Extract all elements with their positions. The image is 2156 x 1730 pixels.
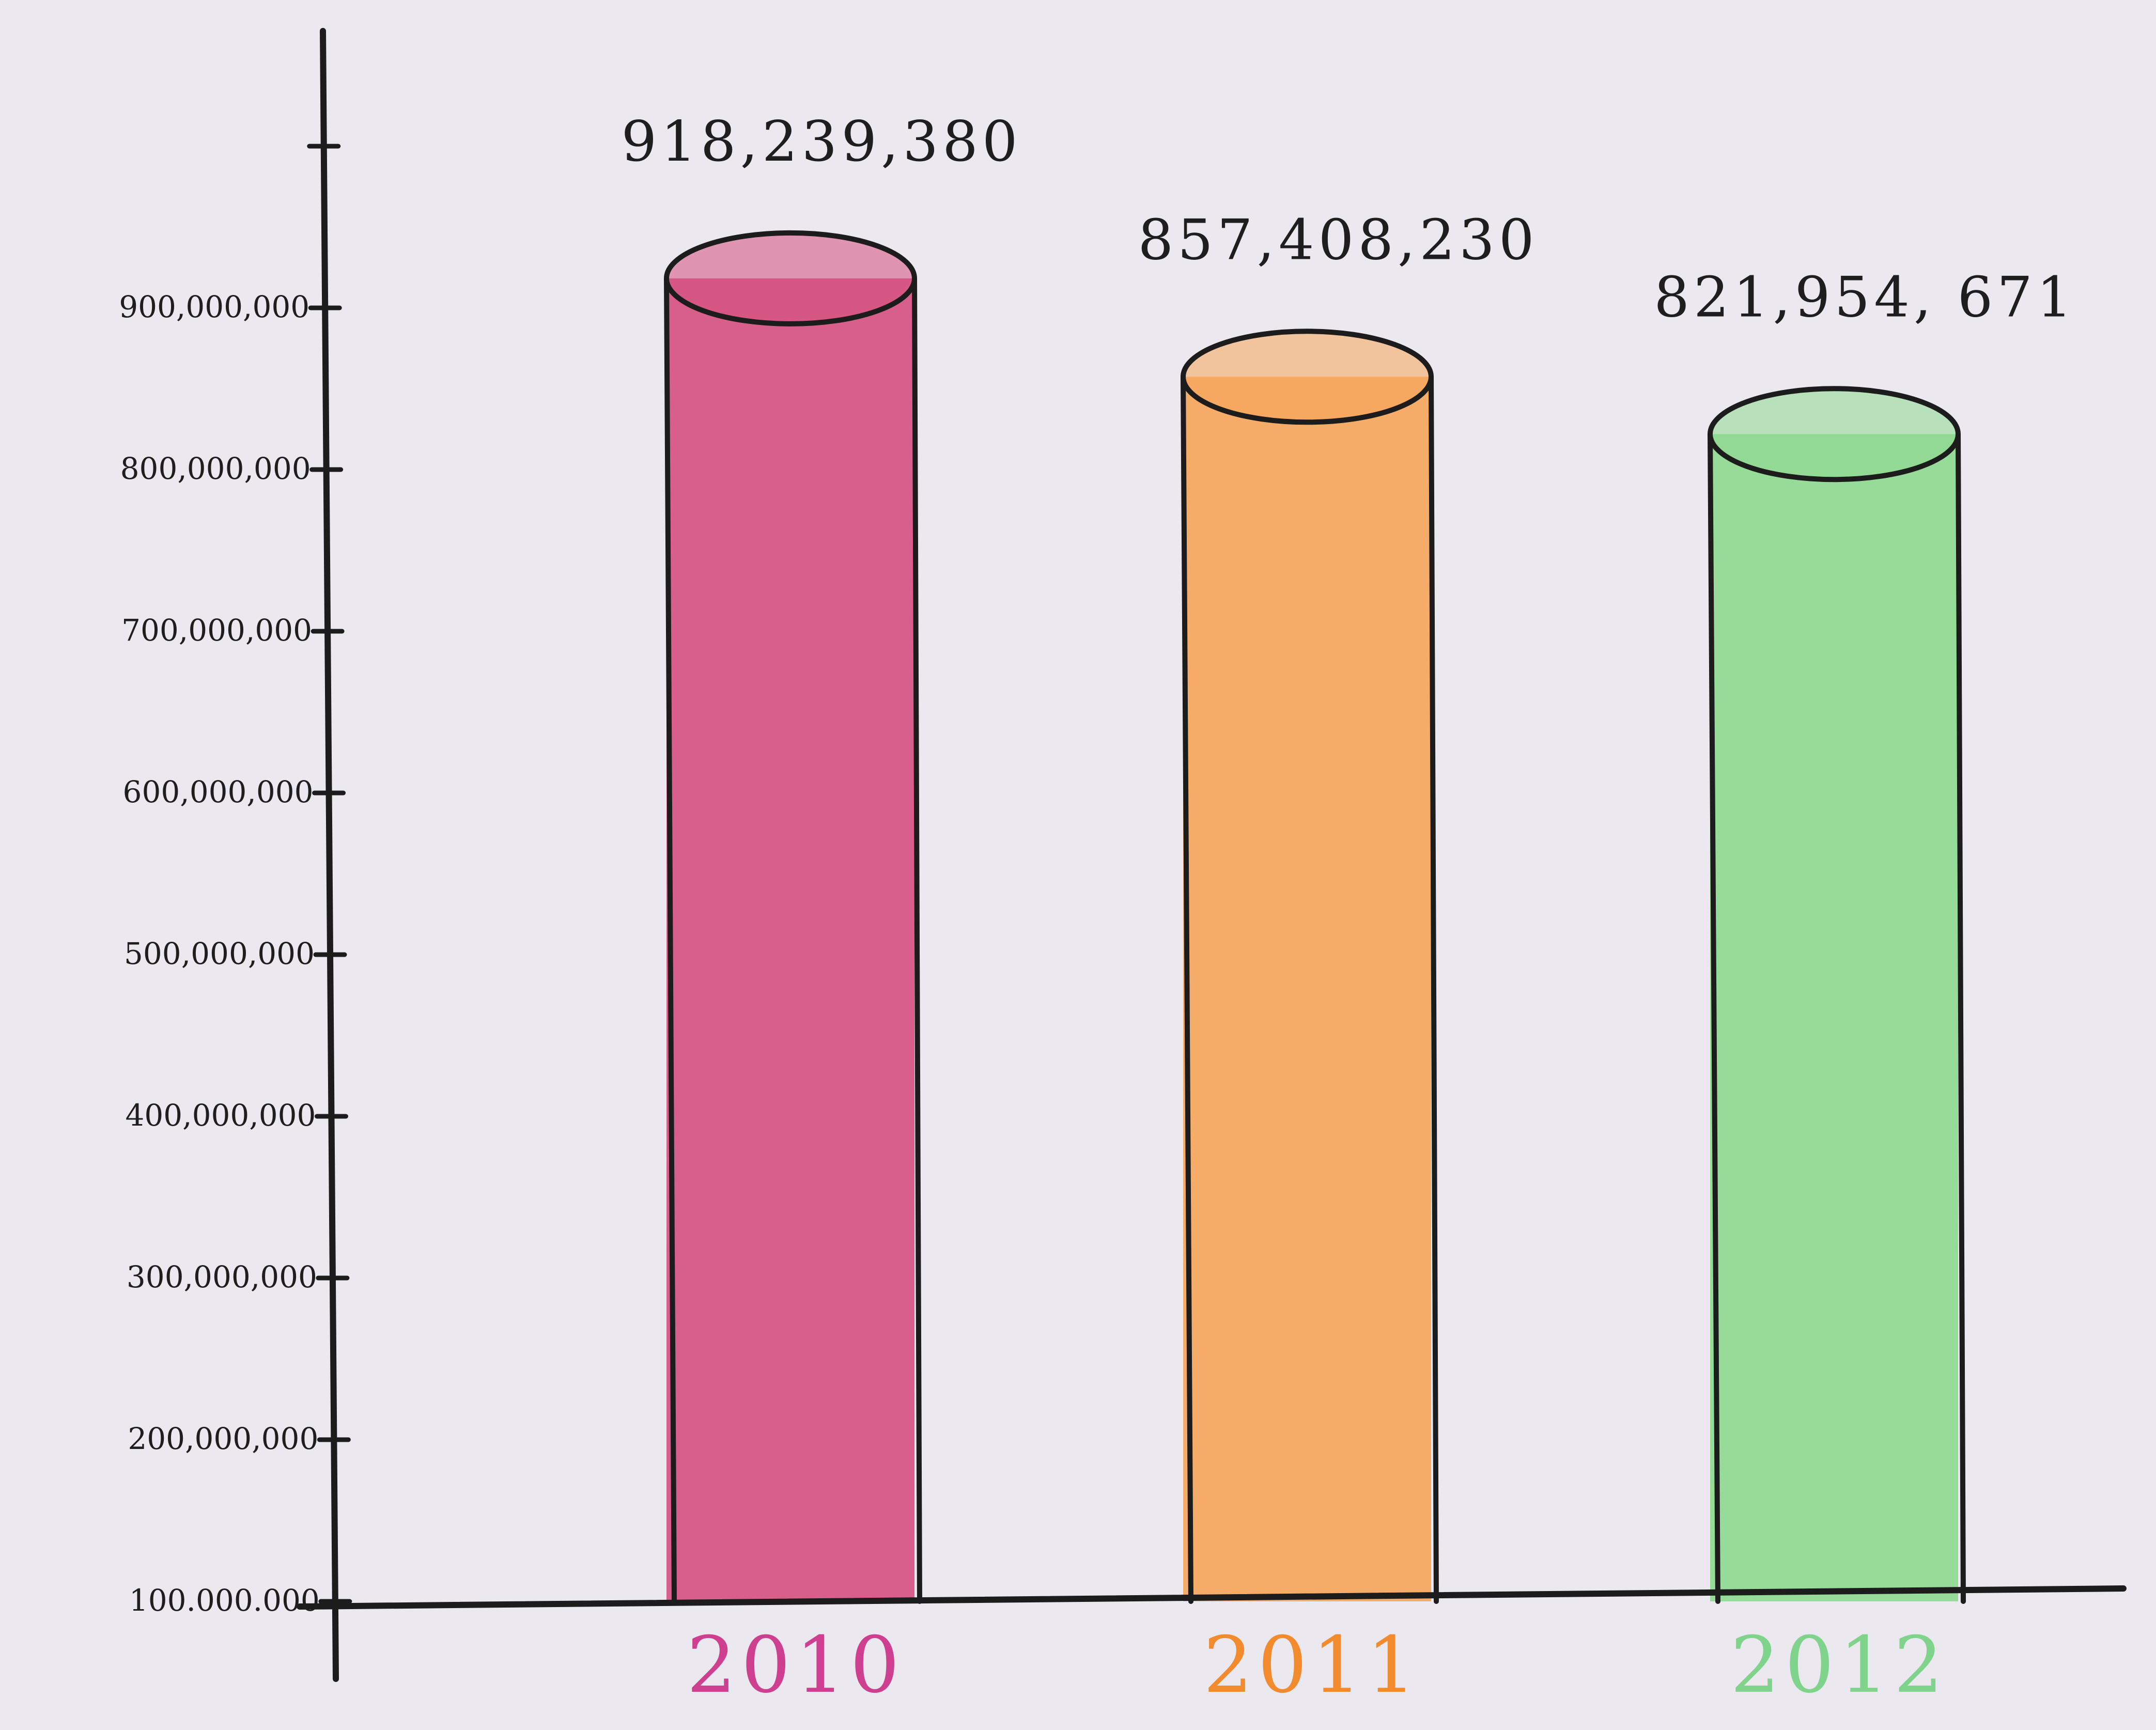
data-label: 918,239,380 <box>621 110 1021 174</box>
bar-top-ellipse <box>1181 329 1434 425</box>
bar-top-ellipse <box>664 230 917 326</box>
bar-outline-left <box>1181 374 1193 1604</box>
data-label: 857,408,230 <box>1138 208 1538 272</box>
y-axis-line <box>320 28 339 1682</box>
y-tick-label: 500,000,000 <box>124 936 315 971</box>
y-tick-label: 100.000.000 <box>129 1583 320 1618</box>
y-tick-label: 700,000,000 <box>121 613 312 648</box>
bar-outline-left <box>664 275 677 1604</box>
y-tick-label: 900,000,000 <box>119 289 309 324</box>
bar-outline-right <box>912 275 922 1604</box>
bar-outline-right <box>1956 431 1966 1604</box>
data-label: 821,954, 671 <box>1654 265 2076 330</box>
bar-2011 <box>1181 329 1439 1604</box>
bar-2012 <box>1708 386 1966 1604</box>
y-tick-label: 800,000,000 <box>120 451 311 486</box>
bar-top-ellipse <box>1708 386 1961 482</box>
bar-body <box>666 278 914 1602</box>
bar-body <box>1710 434 1958 1602</box>
bar-body <box>1183 377 1431 1601</box>
labels-layer: 918,239,380 2010 857,408,230 2011 821,954, 6… <box>621 110 2076 1710</box>
y-tick-label: 400,000,000 <box>125 1098 316 1133</box>
bar-2010 <box>664 230 922 1604</box>
bar-outline-right <box>1429 374 1439 1604</box>
x-tick-label: 2010 <box>687 1620 905 1710</box>
x-tick-label: 2011 <box>1203 1620 1421 1710</box>
bars-layer <box>664 230 1966 1604</box>
bar-outline-left <box>1708 431 1720 1604</box>
y-tick-label: 200,000,000 <box>128 1421 318 1456</box>
x-tick-label: 2012 <box>1730 1620 1948 1710</box>
y-tick-label: 300,000,000 <box>127 1259 317 1295</box>
x-axis-line <box>297 1585 2127 1610</box>
y-tick-label: 600,000,000 <box>123 774 314 809</box>
ticks-layer: 100.000.000 200,000,000 300,000,000 400,000… <box>119 144 352 1618</box>
